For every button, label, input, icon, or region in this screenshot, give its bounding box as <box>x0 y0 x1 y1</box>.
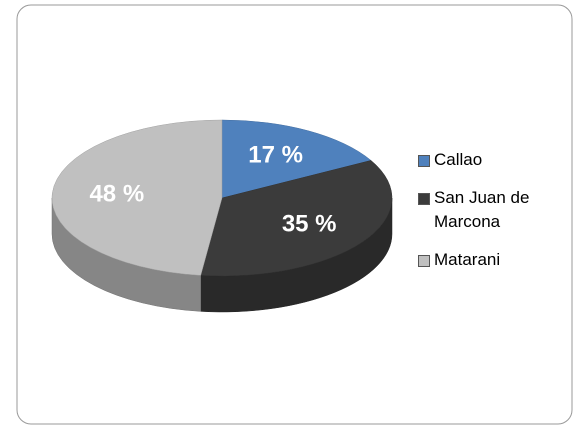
legend-swatch <box>418 155 430 167</box>
slice <box>221 119 372 199</box>
legend-label: Matarani <box>434 250 501 269</box>
legend-item: Matarani <box>418 248 568 272</box>
data-label: 17 % <box>248 142 303 169</box>
legend-label: San Juan de Marcona <box>434 188 530 231</box>
data-label: 48 % <box>89 180 144 207</box>
legend-item: Callao <box>418 148 568 172</box>
legend-swatch <box>418 255 430 267</box>
data-label: 35 % <box>282 211 337 238</box>
legend-label: Callao <box>434 150 483 169</box>
legend-swatch <box>418 193 430 205</box>
slice <box>200 160 393 277</box>
slice <box>51 119 223 276</box>
legend: Callao San Juan de Marcona Matarani <box>418 148 568 286</box>
legend-item: San Juan de Marcona <box>418 186 568 234</box>
